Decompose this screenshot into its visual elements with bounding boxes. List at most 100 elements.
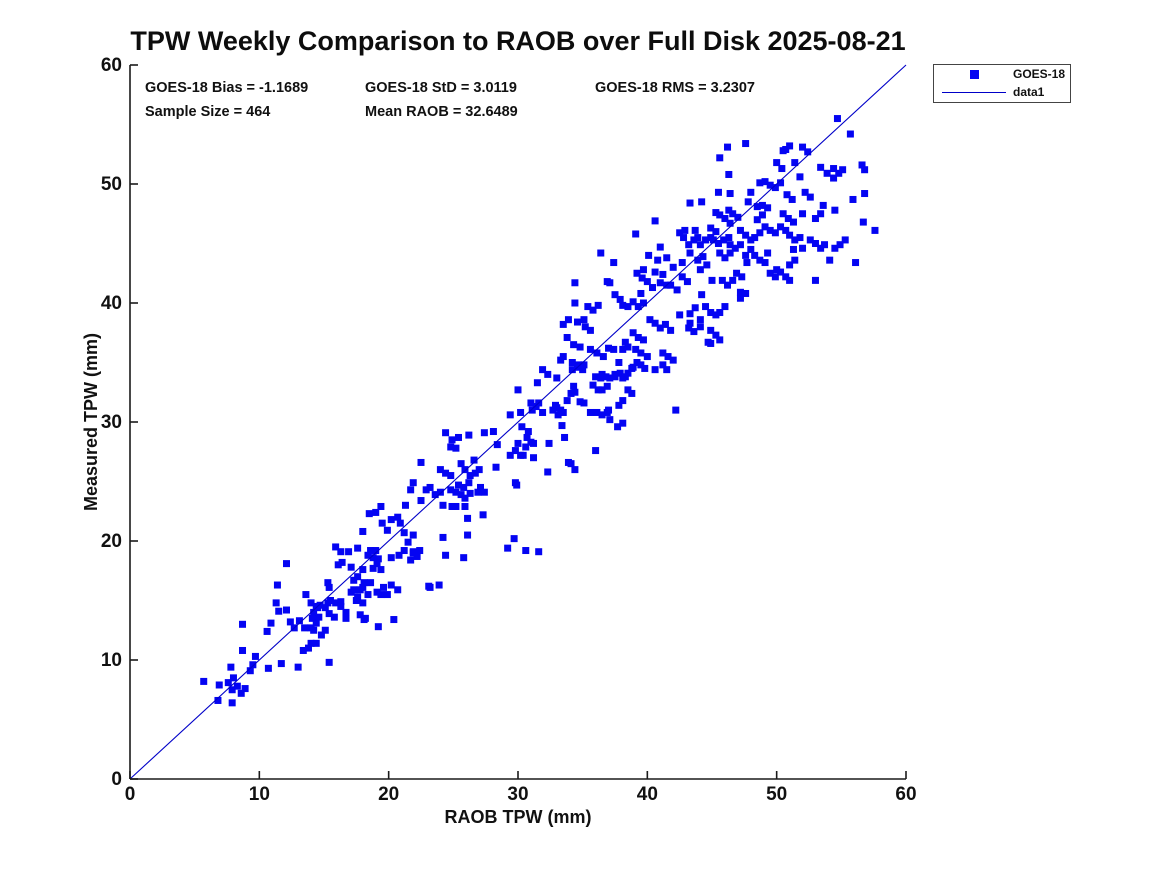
scatter-point [777, 223, 785, 231]
scatter-point [858, 161, 866, 169]
scatter-point [801, 188, 809, 196]
scatter-point [374, 555, 382, 563]
scatter-point [761, 178, 769, 186]
scatter-point [584, 303, 592, 311]
scatter-point [633, 359, 641, 366]
scatter-point [356, 611, 364, 619]
scatter-point [580, 361, 588, 369]
scatter-point [241, 685, 249, 693]
scatter-point [367, 579, 375, 587]
scatter-point [374, 623, 382, 631]
scatter-point [799, 210, 807, 218]
scatter-point [831, 244, 839, 252]
scatter-point [645, 251, 653, 259]
scatter-point [637, 361, 645, 369]
scatter-point [461, 502, 469, 510]
scatter-point [301, 624, 309, 632]
scatter-point [633, 269, 641, 277]
scatter-point [742, 251, 750, 259]
scatter-point [629, 298, 637, 306]
scatter-point [804, 148, 812, 156]
scatter-point [624, 303, 632, 311]
scatter-point [579, 366, 587, 374]
scatter-point [667, 326, 675, 334]
scatter-point [639, 336, 647, 344]
scatter-point [791, 159, 799, 167]
scatter-point [698, 198, 706, 206]
scatter-point [452, 444, 460, 452]
scatter-point [789, 218, 797, 226]
scatter-point [593, 408, 601, 416]
scatter-point [663, 366, 671, 374]
scatter-point [452, 488, 460, 496]
scatter-point [571, 279, 579, 287]
scatter-point [714, 188, 722, 196]
scatter-point [707, 224, 715, 232]
scatter-point [549, 406, 557, 414]
scatter-point [522, 443, 530, 451]
scatter-point [702, 303, 710, 311]
scatter-point [447, 443, 455, 451]
scatter-point [511, 447, 519, 455]
scatter-point [598, 370, 606, 378]
scatter-point [629, 329, 637, 337]
scatter-point [649, 284, 657, 292]
scatter-point [354, 573, 362, 581]
scatter-point [619, 419, 627, 427]
scatter-point [369, 564, 377, 572]
scatter-point [321, 626, 329, 634]
scatter-point [659, 270, 667, 278]
scatter-point [359, 527, 367, 535]
scatter-point [338, 558, 346, 566]
scatter-point [564, 316, 572, 324]
scatter-point [518, 423, 526, 431]
scatter-point [742, 140, 750, 148]
scatter-point [782, 273, 790, 281]
scatter-point [409, 531, 417, 539]
x-tick-label: 60 [895, 784, 916, 805]
scatter-point [426, 583, 434, 591]
scatter-point [558, 422, 566, 430]
chart-title: TPW Weekly Comparison to RAOB over Full … [130, 26, 906, 56]
scatter-point [761, 259, 769, 267]
scatter-point [606, 416, 614, 424]
scatter-point [742, 231, 750, 239]
scatter-point [513, 481, 521, 489]
scatter-point [747, 236, 755, 244]
scatter-point [779, 210, 787, 218]
scatter-point [821, 241, 829, 249]
scatter-point [237, 689, 245, 697]
scatter-point [251, 652, 259, 660]
scatter-point [598, 386, 606, 394]
scatter-point [784, 215, 792, 223]
scatter-point [436, 488, 444, 496]
scatter-point [461, 466, 469, 474]
scatter-point [819, 201, 827, 209]
scatter-point [736, 226, 744, 234]
scatter-point [714, 240, 722, 247]
scatter-point [742, 289, 750, 297]
x-tick-label: 20 [378, 784, 399, 805]
scatter-point [786, 231, 794, 239]
scatter-point [615, 359, 623, 366]
scatter-point [721, 254, 729, 262]
scatter-point [586, 326, 594, 334]
scatter-point [654, 256, 662, 264]
scatter-point [639, 266, 647, 274]
scatter-point [326, 597, 334, 604]
scatter-point [373, 560, 381, 568]
scatter-point [846, 130, 854, 138]
scatter-point [465, 479, 473, 487]
scatter-point [364, 591, 372, 599]
scatter-point [594, 301, 602, 309]
y-tick-label: 50 [101, 174, 122, 195]
scatter-point [773, 266, 781, 274]
scatter-point [716, 211, 724, 219]
scatter-point [442, 429, 450, 437]
scatter-point [831, 206, 839, 214]
scatter-point [345, 548, 353, 556]
scatter-point [624, 369, 632, 377]
scatter-point [528, 406, 536, 414]
scatter-point [312, 639, 320, 647]
scatter-point [796, 234, 804, 242]
